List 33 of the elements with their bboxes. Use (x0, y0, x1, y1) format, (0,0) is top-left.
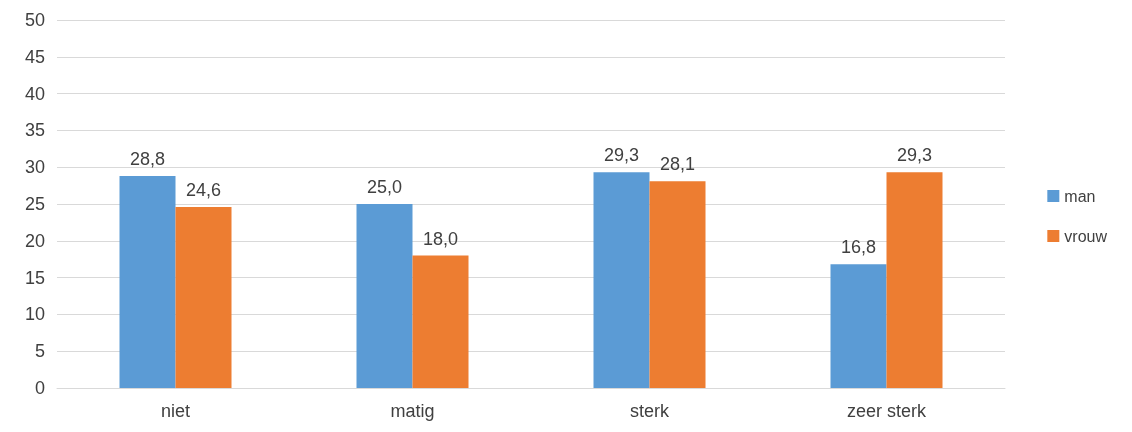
y-tick-label: 5 (34, 341, 45, 362)
bar (593, 172, 650, 388)
data-label: 24,6 (185, 179, 222, 200)
legend-label: man (1064, 187, 1096, 205)
y-tick-label: 40 (24, 83, 45, 104)
x-tick-label: zeer sterk (846, 401, 928, 421)
legend-label: vrouw (1064, 227, 1108, 245)
data-label: 29,3 (896, 145, 933, 166)
data-label: 25,0 (366, 177, 403, 197)
y-tick-label: 25 (24, 194, 45, 214)
data-label: 18,0 (422, 228, 459, 249)
bar (830, 264, 887, 388)
y-tick-label: 50 (24, 10, 45, 30)
y-tick-label: 30 (24, 157, 45, 178)
data-label: 29,3 (603, 145, 640, 166)
x-tick-label: matig (390, 401, 435, 421)
bar (412, 255, 469, 388)
x-tick-label: sterk (629, 401, 670, 421)
y-tick-label: 35 (24, 120, 45, 141)
data-label: 28,1 (659, 154, 696, 175)
data-label: 28,8 (129, 149, 166, 170)
x-tick-label: niet (160, 401, 191, 421)
bar (119, 176, 176, 388)
bar (356, 204, 413, 388)
y-tick-label: 20 (24, 230, 45, 251)
bar (886, 172, 943, 388)
y-tick-label: 0 (34, 378, 45, 398)
bar (649, 181, 706, 388)
y-tick-label: 45 (24, 46, 45, 67)
y-tick-label: 15 (24, 267, 45, 288)
y-tick-label: 10 (24, 304, 45, 325)
data-label: 16,8 (840, 237, 877, 258)
bar (175, 206, 232, 388)
